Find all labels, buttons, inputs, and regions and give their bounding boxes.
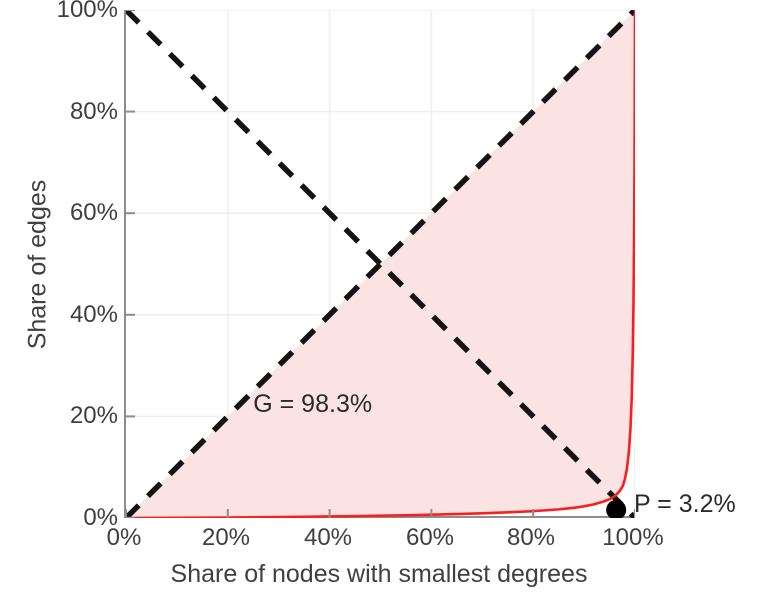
y-tick-label: 0% bbox=[83, 504, 118, 531]
x-tick-label: 60% bbox=[405, 524, 455, 551]
plot-area: G = 98.3% bbox=[124, 10, 635, 518]
x-tick-label: 0% bbox=[106, 524, 142, 551]
x-axis-tick-labels: 0% 20% 40% 60% 80% 100% bbox=[0, 526, 761, 566]
x-axis-title: Share of nodes with smallest degrees bbox=[170, 560, 588, 588]
pareto-point-marker bbox=[606, 499, 627, 518]
x-tick-label: 20% bbox=[201, 524, 251, 551]
y-tick-label: 80% bbox=[69, 98, 118, 125]
y-tick-label: 20% bbox=[69, 402, 118, 429]
x-tick-label: 40% bbox=[303, 524, 353, 551]
pareto-annotation-label: P = 3.2% bbox=[634, 490, 736, 518]
axis-tick-marks bbox=[126, 10, 635, 518]
y-tick-label: 60% bbox=[69, 199, 118, 226]
x-tick-label: 100% bbox=[602, 524, 664, 551]
lorenz-curve bbox=[126, 10, 635, 518]
reference-dashed-lines bbox=[126, 10, 635, 518]
x-tick-label: 80% bbox=[506, 524, 556, 551]
gini-annotation-label: G = 98.3% bbox=[253, 390, 373, 419]
plot-canvas bbox=[126, 10, 635, 518]
y-axis-tick-labels: 100% 80% 60% 40% 20% 0% bbox=[26, 0, 118, 600]
y-tick-label: 100% bbox=[56, 0, 118, 23]
y-tick-label: 40% bbox=[69, 301, 118, 328]
